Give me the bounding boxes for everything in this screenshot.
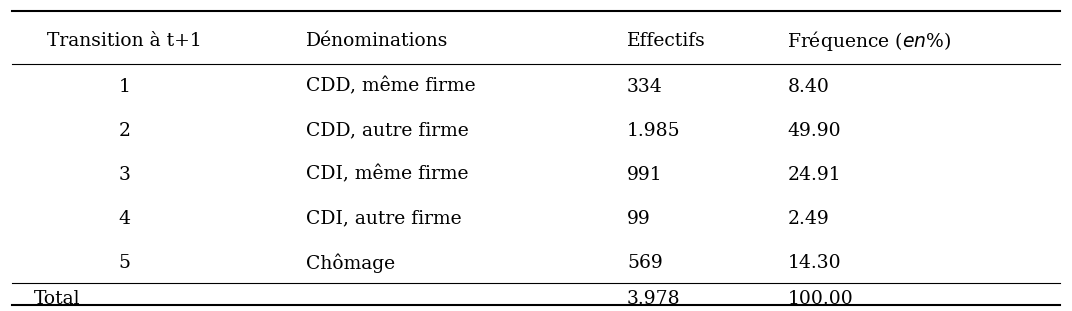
Text: 100.00: 100.00 bbox=[787, 290, 853, 308]
Text: 4: 4 bbox=[118, 210, 131, 228]
Text: 14.30: 14.30 bbox=[787, 254, 840, 272]
Text: Chômage: Chômage bbox=[307, 253, 396, 272]
Text: 3: 3 bbox=[118, 166, 131, 184]
Text: Fréquence ($\mathit{en}$%): Fréquence ($\mathit{en}$%) bbox=[787, 29, 952, 53]
Text: 49.90: 49.90 bbox=[787, 122, 840, 140]
Text: 5: 5 bbox=[118, 254, 131, 272]
Text: 991: 991 bbox=[627, 166, 662, 184]
Text: CDI, autre firme: CDI, autre firme bbox=[307, 210, 462, 228]
Text: 99: 99 bbox=[627, 210, 651, 228]
Text: 334: 334 bbox=[627, 77, 662, 95]
Text: 3.978: 3.978 bbox=[627, 290, 681, 308]
Text: Effectifs: Effectifs bbox=[627, 32, 705, 50]
Text: 569: 569 bbox=[627, 254, 662, 272]
Text: Dénominations: Dénominations bbox=[307, 32, 448, 50]
Text: 1.985: 1.985 bbox=[627, 122, 681, 140]
Text: 1: 1 bbox=[118, 77, 131, 95]
Text: 2: 2 bbox=[118, 122, 131, 140]
Text: CDD, même firme: CDD, même firme bbox=[307, 77, 476, 95]
Text: CDI, même firme: CDI, même firme bbox=[307, 165, 468, 184]
Text: Transition à t+1: Transition à t+1 bbox=[47, 32, 202, 50]
Text: 2.49: 2.49 bbox=[787, 210, 829, 228]
Text: 24.91: 24.91 bbox=[787, 166, 840, 184]
Text: 8.40: 8.40 bbox=[787, 77, 829, 95]
Text: CDD, autre firme: CDD, autre firme bbox=[307, 122, 468, 140]
Text: Total: Total bbox=[33, 290, 80, 308]
